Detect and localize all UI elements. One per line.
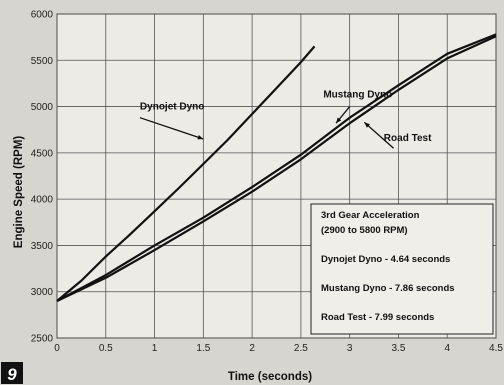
x-tick-label: 0	[54, 343, 60, 354]
results-box: 3rd Gear Acceleration (2900 to 5800 RPM) D…	[310, 203, 494, 335]
y-tick-label: 4000	[31, 195, 54, 206]
series-label: Mustang Dyno	[323, 89, 392, 100]
x-tick-label: 4	[444, 343, 450, 354]
results-box-line: (2900 to 5800 RPM)	[321, 225, 408, 236]
results-box-line: Dynojet Dyno - 4.64 seconds	[321, 254, 450, 265]
x-tick-labels: 0 0.5 1 1.5 2 2.5 3 3.5 4 4.5	[54, 343, 503, 354]
y-tick-label: 3000	[31, 287, 54, 298]
series-line-mustang-dyno	[56, 33, 497, 302]
x-tick-label: 1	[152, 343, 158, 354]
y-tick-labels: 2500 3000 3500 4000 4500 5000 5500 6000	[31, 10, 54, 345]
figure-number: 9	[7, 365, 17, 384]
annotation-arrow	[363, 121, 394, 149]
y-tick-label: 2500	[31, 334, 54, 345]
results-box-frame	[310, 203, 494, 335]
x-tick-label: 0.5	[99, 343, 113, 354]
x-tick-label: 1.5	[196, 343, 210, 354]
y-tick-label: 5000	[31, 102, 54, 113]
x-tick-label: 3	[347, 343, 353, 354]
arrow-head-icon	[197, 135, 204, 140]
y-axis-title: Engine Speed (RPM)	[13, 136, 25, 249]
series-line-dynojet-dyno	[56, 45, 316, 302]
series-line-road-test	[56, 35, 497, 302]
results-box-line: Road Test - 7.99 seconds	[321, 312, 434, 323]
y-tick-label: 5500	[31, 56, 54, 67]
series-annotations: Dynojet Dyno Mustang Dyno Road Test	[139, 89, 432, 149]
figure-number-badge	[1, 362, 23, 384]
y-tick-label: 4500	[31, 148, 54, 159]
series-label: Road Test	[384, 133, 432, 144]
annotation-arrow	[139, 117, 204, 140]
x-tick-label: 3.5	[391, 343, 405, 354]
x-tick-label: 4.5	[489, 343, 503, 354]
series-label: Dynojet Dyno	[140, 101, 204, 112]
x-axis-title: Time (seconds)	[228, 371, 312, 383]
x-tick-label: 2	[249, 343, 255, 354]
x-tick-label: 2.5	[294, 343, 308, 354]
y-tick-label: 3500	[31, 241, 54, 252]
arrow-head-icon	[364, 122, 370, 128]
arrow-head-icon	[336, 117, 342, 124]
data-series	[56, 33, 497, 302]
y-tick-label: 6000	[31, 10, 54, 21]
gridlines	[56, 13, 497, 339]
results-box-line: 3rd Gear Acceleration	[321, 210, 420, 221]
results-box-line: Mustang Dyno - 7.86 seconds	[321, 283, 455, 294]
